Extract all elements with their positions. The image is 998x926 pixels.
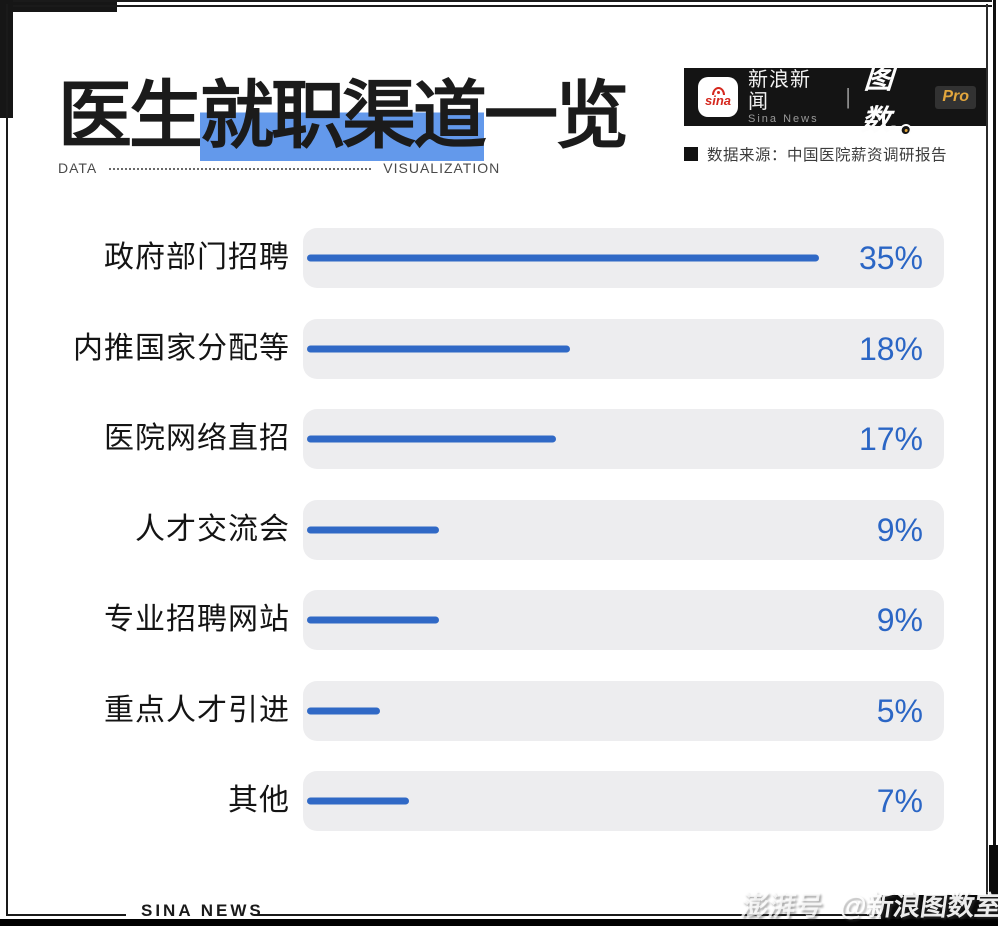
bar-label: 医院网络直招: [104, 422, 290, 455]
bar-value: 9%: [876, 602, 923, 638]
brand-names: 新浪新闻 Sina News: [748, 69, 831, 126]
subtitle-data-label: DATA: [58, 160, 98, 176]
bar-label: 内推国家分配等: [73, 331, 290, 365]
chart-row: 内推国家分配等 18%: [40, 318, 945, 379]
bar-label: 专业招聘网站: [104, 603, 290, 636]
frame-right-inner-line: [986, 4, 988, 926]
corner-accent-bottom-right-vertical: [989, 845, 998, 926]
bar-value: 7%: [876, 783, 923, 819]
subtitle-visualization-label: VISUALIZATION: [383, 160, 501, 176]
tushu-wordmark: 图数.: [860, 63, 900, 137]
bar-label: 其他: [228, 784, 290, 817]
chart-row: 其他 7%: [40, 771, 945, 831]
bar-label: 重点人才引进: [104, 693, 290, 727]
bar-line: [307, 707, 380, 714]
tushu-lens-icon: [899, 124, 913, 136]
data-source-row: 数据来源：中国医院薪资调研报告: [684, 143, 947, 165]
brand-name-cn: 新浪新闻: [748, 68, 811, 113]
pro-badge: Pro: [935, 85, 976, 109]
tushu-pro-logo: 图数.: [860, 55, 931, 139]
bar-track: 35%: [303, 228, 944, 288]
chart-row: 人才交流会 9%: [40, 499, 945, 560]
sina-brand-box: sina 新浪新闻 Sina News | 图数. Pro: [684, 63, 986, 137]
source-bullet-icon: [684, 147, 698, 161]
footer-brand-text: SINA NEWS: [141, 901, 264, 920]
watermark: 澎湃号 @新浪图数室: [739, 884, 998, 923]
bar-line: [307, 345, 570, 352]
subtitle-row: DATA VISUALIZATION: [58, 160, 508, 176]
bar-track: 5%: [303, 680, 944, 741]
bottom-black-bar: [0, 919, 998, 926]
chart-row: 专业招聘网站 9%: [40, 590, 945, 650]
bar-value: 35%: [858, 240, 923, 276]
chart-row: 政府部门招聘 35%: [40, 228, 945, 288]
bar-line: [307, 526, 439, 533]
chart-row: 重点人才引进 5%: [40, 680, 945, 741]
bar-line: [307, 254, 819, 262]
sina-eye-icon: [711, 87, 725, 95]
title-pre: 医生: [58, 74, 203, 157]
bar-line: [307, 435, 556, 443]
bar-track: 17%: [303, 409, 944, 469]
frame-bottom-line-right: [254, 914, 881, 916]
frame-bottom-line-left: [6, 914, 126, 916]
bar-value: 18%: [858, 330, 923, 367]
source-text: 数据来源：中国医院薪资调研报告: [707, 147, 948, 164]
bar-value: 17%: [858, 421, 923, 457]
sina-app-icon: sina: [698, 77, 738, 117]
frame-left-line: [6, 4, 8, 916]
frame-right-outer-line: [993, 0, 996, 926]
chart-row: 医院网络直招 17%: [40, 409, 945, 469]
bar-track: 9%: [303, 590, 944, 650]
bar-label: 人才交流会: [135, 512, 290, 546]
brand-separator: |: [845, 84, 851, 109]
watermark-prefix: 澎湃号: [739, 891, 825, 921]
frame-top-line: [0, 0, 992, 7]
title-highlighted: 就职渠道: [200, 74, 487, 161]
brand-name-en: Sina News: [748, 112, 819, 125]
sina-wordmark: sina: [704, 93, 731, 108]
bar-value: 9%: [876, 511, 923, 548]
bar-track: 9%: [303, 499, 944, 560]
bar-chart: 政府部门招聘 35% 内推国家分配等 18% 医院网络直招 17% 人才交流会 9% 专业招聘网…: [40, 0, 945, 926]
bar-track: 7%: [303, 771, 944, 831]
bar-label: 政府部门招聘: [104, 241, 290, 274]
bar-line: [307, 797, 409, 805]
bar-track: 18%: [303, 318, 944, 379]
watermark-handle: @新浪图数室: [838, 891, 998, 921]
title-post: 一览: [484, 74, 629, 157]
bar-line: [307, 616, 439, 624]
dotted-divider: [109, 168, 372, 170]
bar-value: 5%: [876, 692, 923, 729]
page-title: 医生就职渠道一览: [58, 56, 629, 163]
